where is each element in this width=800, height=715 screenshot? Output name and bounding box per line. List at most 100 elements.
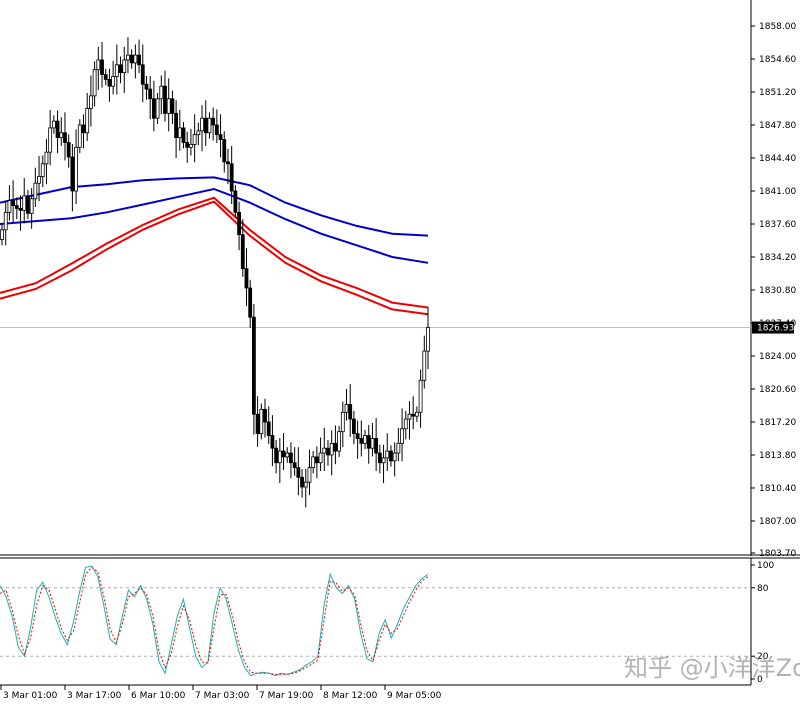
- stochastic-line-2: [0, 566, 429, 675]
- price-tick-label: 1813.80: [759, 451, 796, 461]
- candle-body: [129, 54, 134, 64]
- candle-body: [155, 98, 160, 119]
- price-tick-label: 1820.60: [759, 385, 796, 395]
- candle-body: [59, 132, 64, 139]
- moving-average-line-4: [0, 200, 429, 316]
- time-tick-label: 3 Mar 17:00: [67, 691, 122, 701]
- candle-body: [352, 418, 356, 435]
- time-tick-label: 9 Mar 05:00: [387, 691, 442, 701]
- candle-body: [329, 442, 334, 456]
- price-tick-label: 1810.40: [759, 484, 796, 494]
- candle-body: [348, 404, 353, 420]
- candle-body: [214, 124, 219, 136]
- candle-body: [374, 438, 379, 454]
- price-tick-label: 1844.40: [759, 154, 796, 164]
- price-tick-label: 1824.00: [759, 352, 796, 362]
- candle-body: [211, 117, 216, 126]
- moving-average-line-3: [0, 196, 429, 309]
- candle-body: [85, 108, 90, 134]
- candle-body: [314, 456, 319, 464]
- candle-body: [307, 467, 312, 483]
- candle-body: [114, 64, 119, 77]
- candle-body: [370, 438, 375, 449]
- candle-body: [159, 85, 164, 100]
- candle-body: [218, 134, 223, 140]
- candle-body: [133, 54, 138, 64]
- candle-body: [200, 117, 204, 132]
- candle-body: [389, 450, 393, 462]
- candle-body: [181, 127, 186, 143]
- candle-body: [100, 59, 104, 75]
- candle-body: [266, 421, 271, 436]
- candle-body: [11, 200, 16, 206]
- candle-body: [400, 428, 404, 444]
- candle-body: [203, 117, 208, 134]
- price-tick-label: 1851.20: [759, 88, 796, 98]
- candle-body: [18, 208, 23, 211]
- price-tick-label: 1854.60: [759, 55, 796, 65]
- price-tick-label: 1830.80: [759, 286, 796, 296]
- price-tick-label: 1807.00: [759, 517, 796, 527]
- candle-body: [174, 112, 179, 139]
- candle-body: [122, 59, 127, 73]
- price-tick-label: 1858.00: [759, 22, 796, 32]
- candle-body: [251, 316, 256, 415]
- candle-body: [233, 190, 238, 213]
- stochastic-line-1: [0, 565, 429, 677]
- candle-body: [363, 435, 367, 444]
- candle-body: [29, 198, 34, 214]
- candle-body: [89, 95, 93, 109]
- stochastic-panel: [0, 565, 751, 677]
- candle-body: [63, 132, 67, 143]
- candle-body: [126, 54, 130, 61]
- candle-body: [189, 144, 193, 148]
- candle-body: [192, 134, 197, 145]
- price-tick-label: 1834.20: [759, 253, 796, 263]
- candle-body: [0, 229, 4, 240]
- candle-body: [277, 450, 282, 464]
- stochastic-tick-label: 100: [757, 561, 774, 571]
- candle-body: [318, 452, 323, 464]
- candle-body: [426, 327, 430, 352]
- main-panel: [0, 37, 751, 508]
- candle-body: [381, 457, 386, 464]
- candle-body: [144, 83, 149, 90]
- stochastic-tick-label: 20: [757, 652, 769, 662]
- candle-body: [422, 350, 427, 381]
- candle-body: [26, 195, 30, 214]
- candle-body: [300, 476, 304, 488]
- moving-average-line-1: [0, 176, 429, 237]
- candle-body: [137, 54, 141, 66]
- candle-body: [240, 234, 245, 270]
- candle-body: [289, 452, 293, 464]
- candle-body: [244, 268, 249, 289]
- candle-body: [70, 156, 75, 192]
- candle-body: [407, 413, 412, 420]
- candle-body: [248, 287, 253, 318]
- candle-body: [322, 447, 327, 454]
- candle-body: [118, 64, 123, 73]
- candle-body: [55, 120, 60, 139]
- candle-body: [151, 98, 156, 119]
- candle-body: [163, 85, 167, 114]
- candle-body: [74, 146, 78, 192]
- candle-body: [166, 98, 171, 114]
- candle-body: [37, 176, 41, 184]
- candle-body: [292, 462, 297, 468]
- moving-average-line-2: [0, 187, 429, 264]
- candle-body: [207, 117, 212, 134]
- candle-body: [270, 435, 275, 449]
- candle-body: [403, 418, 408, 430]
- price-tick-label: 1841.00: [759, 187, 796, 197]
- current-price-label: 1826.93: [757, 324, 794, 334]
- candle-body: [3, 211, 8, 231]
- candle-body: [7, 200, 12, 213]
- stochastic-tick-label: 0: [757, 675, 763, 685]
- time-tick-label: 3 Mar 01:00: [3, 691, 58, 701]
- candle-body: [226, 161, 230, 165]
- axes: 1858.00 1854.60 1851.20 1847.80 1844.40 1841.…: [0, 22, 796, 701]
- candle-body: [326, 447, 330, 456]
- candle-body: [77, 124, 82, 148]
- stochastic-tick-label: 80: [757, 584, 769, 594]
